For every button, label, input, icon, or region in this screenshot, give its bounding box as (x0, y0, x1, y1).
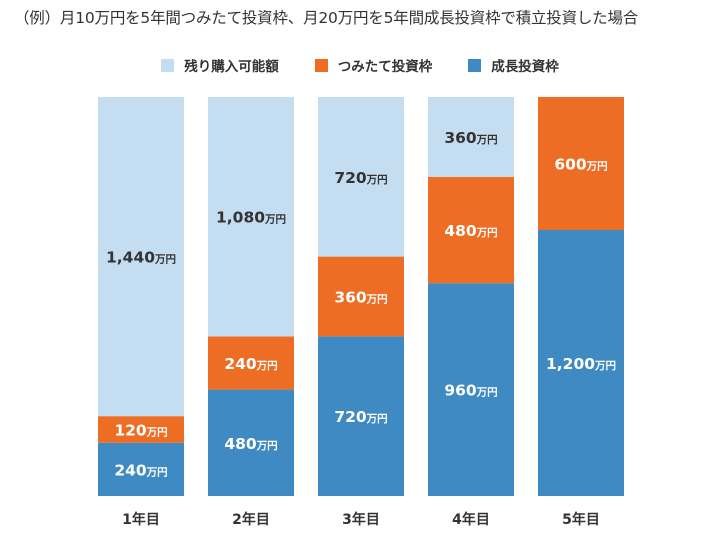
bar-remaining-4 (428, 97, 514, 177)
data-label-remaining-3: 720万円 (334, 169, 387, 187)
data-label-tsumitate-3: 360万円 (334, 289, 387, 307)
bar-tsumitate-3 (318, 256, 404, 337)
bar-tsumitate-4 (428, 176, 514, 284)
legend-label-tsumitate: つみたて投資枠 (337, 59, 433, 75)
x-tick-label-4: 4年目 (452, 511, 490, 528)
bar-remaining-2 (208, 97, 294, 337)
data-label-tsumitate-5: 600万円 (554, 156, 607, 174)
data-label-tsumitate-1: 120万円 (114, 422, 167, 440)
x-tick-label-5: 5年目 (562, 511, 600, 528)
bar-growth-5 (538, 230, 624, 496)
data-label-remaining-2: 1,080万円 (216, 209, 286, 227)
legend-item-tsumitate: つみたて投資枠 (314, 55, 433, 75)
x-tick-label-1: 1年目 (122, 511, 160, 528)
legend-label-growth: 成長投資枠 (491, 59, 559, 75)
legend-swatch-growth (468, 58, 482, 72)
bar-remaining-1 (98, 97, 184, 417)
data-label-growth-5: 1,200万円 (546, 355, 616, 373)
x-tick-label-3: 3年目 (342, 511, 380, 528)
legend-swatch-tsumitate (314, 58, 328, 72)
legend-item-remaining: 残り購入可能額 (161, 55, 279, 75)
bar-growth-1 (98, 442, 184, 496)
data-label-growth-3: 720万円 (334, 408, 387, 426)
legend-swatch-remaining (161, 58, 175, 72)
bar-tsumitate-5 (538, 97, 624, 230)
bar-tsumitate-2 (208, 336, 294, 390)
bar-tsumitate-1 (98, 416, 184, 443)
legend: 残り購入可能額 つみたて投資枠 成長投資枠 (0, 55, 720, 75)
data-label-remaining-1: 1,440万円 (106, 249, 176, 267)
data-label-tsumitate-2: 240万円 (224, 355, 277, 373)
bar-remaining-3 (318, 97, 404, 257)
legend-item-growth: 成長投資枠 (468, 55, 559, 75)
chart-title: （例）月10万円を5年間つみたて投資枠、月20万円を5年間成長投資枠で積立投資し… (14, 9, 639, 27)
bar-growth-3 (318, 336, 404, 496)
data-label-growth-2: 480万円 (224, 435, 277, 453)
bar-growth-4 (428, 283, 514, 496)
x-tick-label-2: 2年目 (232, 511, 270, 528)
data-label-growth-4: 960万円 (444, 382, 497, 400)
data-label-growth-1: 240万円 (114, 461, 167, 479)
data-label-tsumitate-4: 480万円 (444, 222, 497, 240)
legend-label-remaining: 残り購入可能額 (184, 59, 279, 75)
data-label-remaining-4: 360万円 (444, 129, 497, 147)
bar-growth-2 (208, 389, 294, 496)
